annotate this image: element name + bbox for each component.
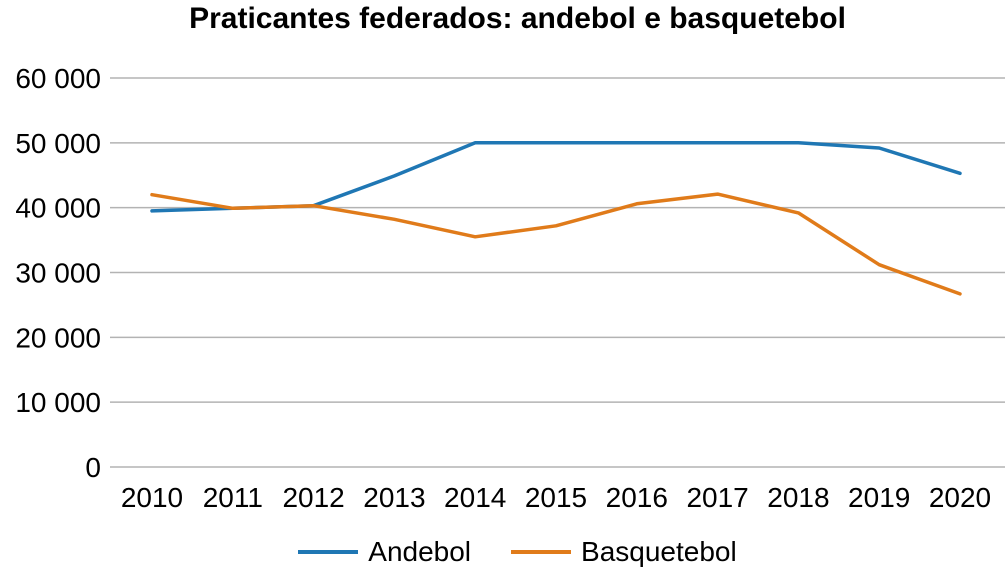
x-tick-label: 2016 (606, 482, 668, 513)
legend-entry-basquetebol: Basquetebol (511, 536, 737, 568)
legend-label-basquetebol: Basquetebol (581, 536, 737, 567)
x-tick-label: 2011 (203, 482, 263, 513)
y-tick-label: 60 000 (15, 63, 101, 94)
legend-entry-andebol: Andebol (298, 536, 471, 568)
y-tick-label: 0 (85, 452, 101, 483)
x-tick-label: 2017 (686, 482, 748, 513)
x-tick-label: 2020 (929, 482, 991, 513)
x-tick-label: 2012 (282, 482, 344, 513)
legend: Andebol Basquetebol (0, 536, 1005, 568)
x-tick-label: 2019 (848, 482, 910, 513)
y-tick-label: 50 000 (15, 128, 101, 159)
y-tick-label: 30 000 (15, 258, 101, 289)
y-tick-label: 20 000 (15, 322, 101, 353)
legend-swatch-andebol (298, 550, 359, 554)
gridlines (110, 77, 1005, 468)
y-axis-tick-labels: 0 10 000 20 000 30 000 40 000 50 000 60 000 (15, 63, 101, 483)
x-axis-tick-labels: 2010 2011 2012 2013 2014 2015 2016 2017 2018 2019… (121, 482, 991, 513)
chart-title: Praticantes federados: andebol e basquet… (189, 2, 846, 35)
series-lines (150, 141, 962, 296)
series-line-basquetebol (150, 192, 962, 296)
x-tick-label: 2013 (363, 482, 425, 513)
y-tick-label: 10 000 (15, 387, 101, 418)
x-tick-label: 2010 (121, 482, 183, 513)
x-tick-label: 2018 (767, 482, 829, 513)
series-line-andebol (150, 141, 962, 213)
x-tick-label: 2015 (525, 482, 587, 513)
x-tick-label: 2014 (444, 482, 506, 513)
legend-label-andebol: Andebol (368, 536, 472, 567)
line-chart: 0 10 000 20 000 30 000 40 000 50 000 60 000 20… (15, 63, 1005, 513)
y-tick-label: 40 000 (15, 193, 101, 224)
legend-swatch-basquetebol (511, 550, 572, 554)
